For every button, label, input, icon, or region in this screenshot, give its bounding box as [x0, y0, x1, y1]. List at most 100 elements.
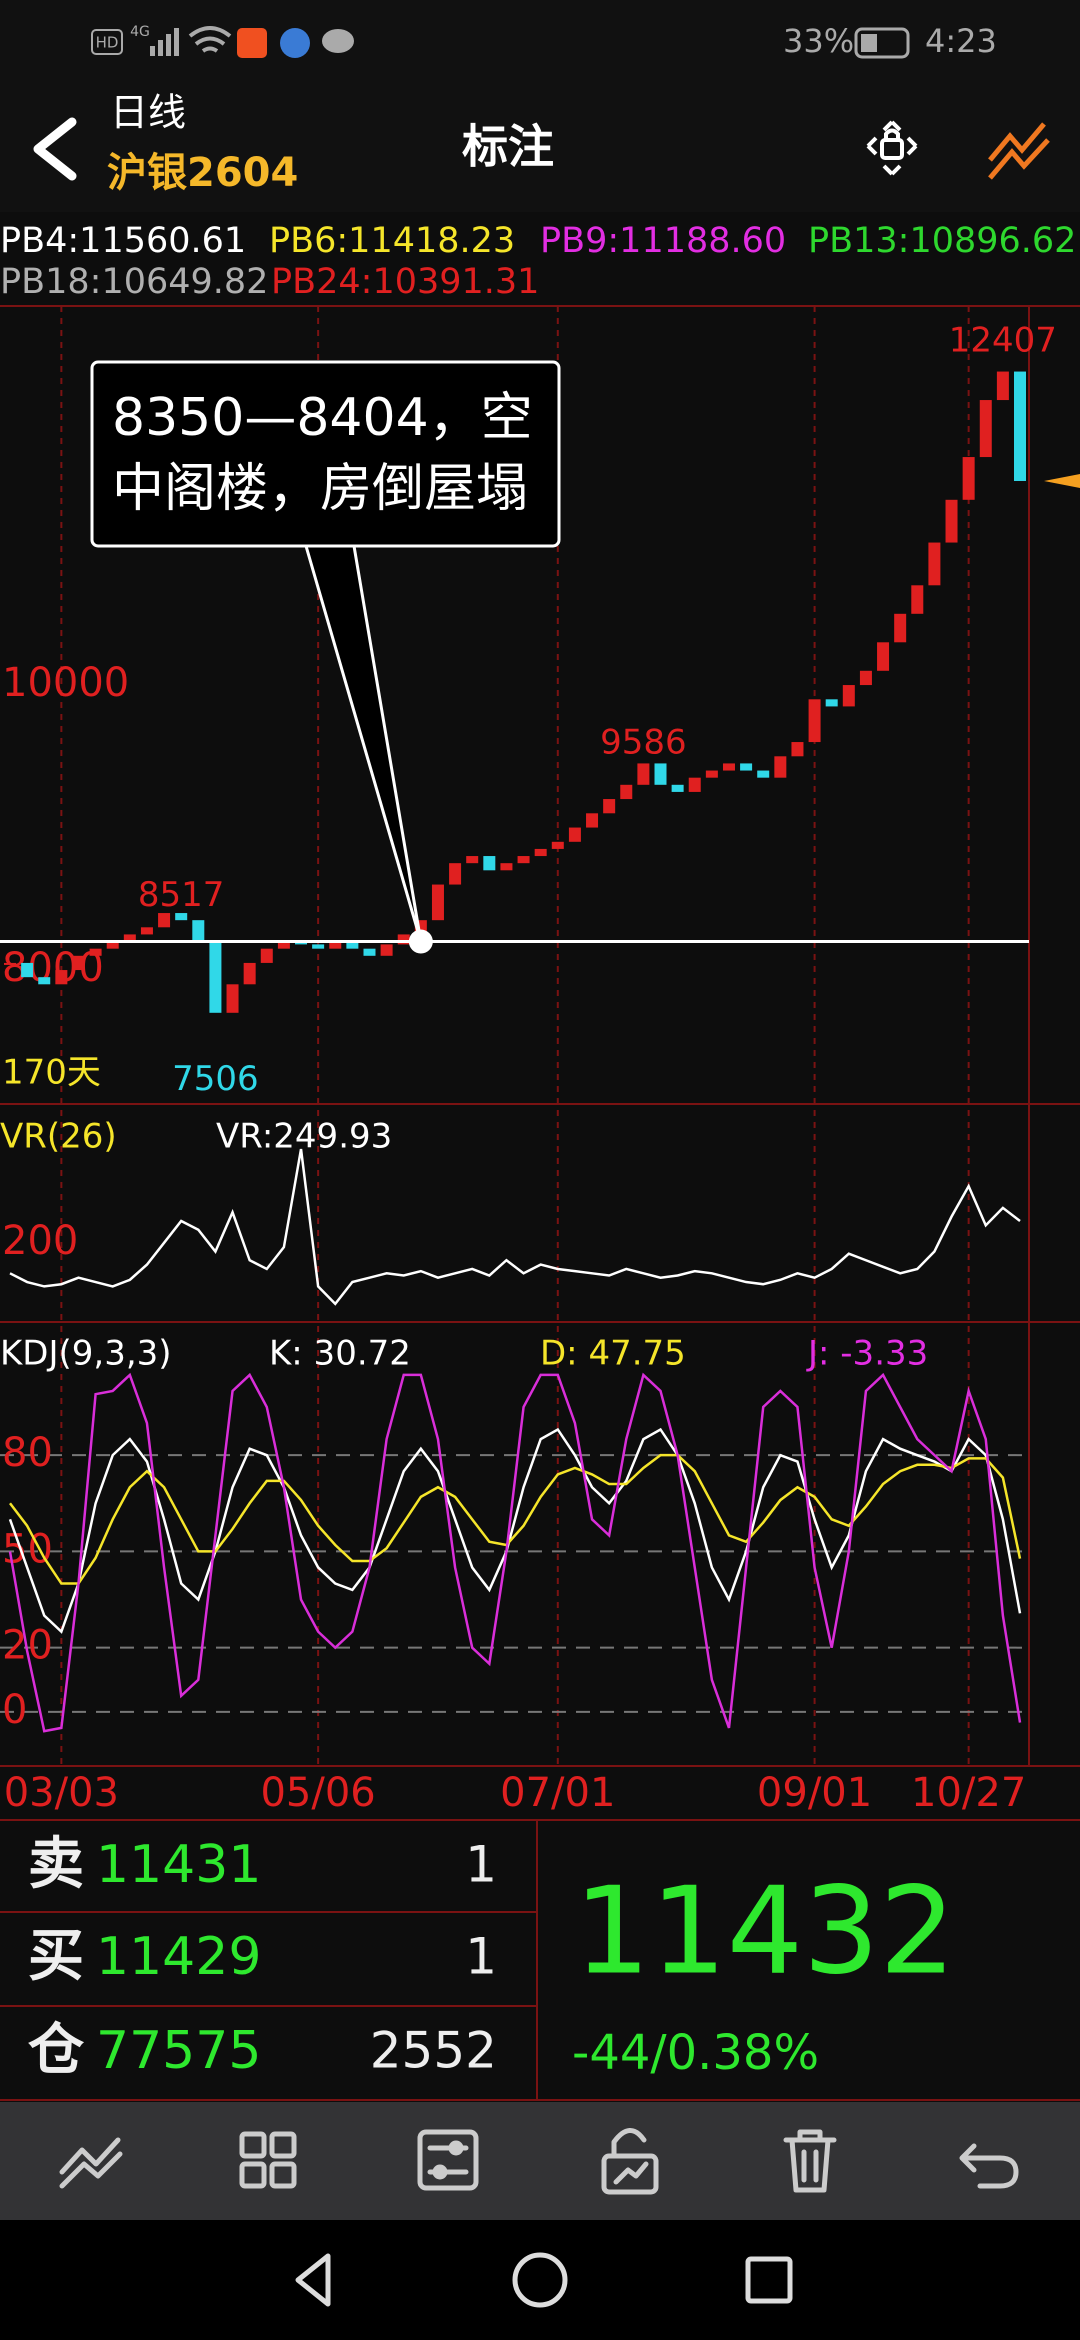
nav-recent[interactable] [745, 2256, 793, 2304]
quote-panel [0, 1818, 1080, 2102]
legend-entry: PB4:11560.61 [0, 221, 246, 261]
undo-tool[interactable] [959, 2143, 1019, 2189]
price-change: -44/0.38% [572, 2025, 819, 2081]
quote-borders [0, 1819, 1080, 2101]
x-tick-label: 03/03 [4, 1770, 119, 1816]
candle [431, 884, 444, 921]
chat-icon [322, 29, 354, 53]
candle [757, 770, 770, 778]
draw-tool-button[interactable] [866, 120, 918, 176]
candle [620, 784, 633, 800]
quote-qty: 1 [465, 1928, 497, 1986]
quote-label: 买 [28, 1924, 84, 1989]
back-button[interactable] [33, 117, 77, 181]
y-tick-label: 10000 [2, 660, 129, 706]
net-text: 4G [130, 24, 150, 40]
wifi-icon [188, 26, 232, 53]
x-tick-label: 07/01 [500, 1770, 615, 1816]
candle [209, 941, 222, 1013]
x-tick-label: 05/06 [260, 1770, 375, 1816]
candle [962, 457, 975, 500]
quote-label: 仓 [28, 2018, 85, 2083]
candle [363, 948, 376, 956]
callout-text: 中阁楼，房倒屋塌 [112, 459, 528, 519]
app-icon [280, 28, 310, 58]
candle [329, 941, 342, 949]
kdj-d: D: 47.75 [540, 1334, 686, 1374]
candle [654, 763, 667, 785]
candle [705, 770, 718, 778]
callout-box [90, 360, 561, 548]
candle [55, 970, 68, 985]
settings-tool[interactable] [417, 2129, 479, 2191]
callout-anchor [408, 929, 433, 954]
candle [106, 941, 119, 949]
quote-price: 11429 [96, 1927, 261, 1987]
unlock-tool[interactable] [601, 2128, 659, 2195]
candle [192, 920, 205, 942]
line-tool-button[interactable] [988, 122, 1050, 180]
candle [791, 742, 804, 757]
candle [928, 542, 941, 586]
candle [774, 756, 787, 778]
indicator-line [9, 1148, 1021, 1306]
layout-tool[interactable] [239, 2131, 297, 2189]
candle [996, 371, 1009, 401]
x-tick-label: 09/01 [757, 1770, 872, 1816]
symbol: 沪银2604 [107, 150, 298, 196]
candle [260, 948, 273, 963]
candle [671, 784, 684, 792]
candle [637, 763, 650, 785]
delete-tool[interactable] [783, 2129, 837, 2193]
vr-value: VR:249.93 [216, 1117, 392, 1157]
last-price: 11432 [574, 1863, 956, 2002]
panel-borders [0, 305, 1080, 1767]
period: 日线 [110, 91, 186, 135]
candle [568, 827, 581, 842]
candle [517, 856, 530, 864]
hd-icon [91, 29, 123, 55]
candle [140, 927, 153, 935]
nav-back[interactable] [295, 2253, 331, 2307]
candle [346, 941, 359, 949]
quote-rows: 卖 11431 1 买 11429 1 仓 77575 2552 [28, 1832, 497, 2083]
legend-entry: PB18:10649.82 [0, 262, 268, 302]
candle [380, 944, 393, 956]
hd-text: HD [96, 34, 119, 52]
y-tick-label: 200 [2, 1218, 78, 1264]
candle [277, 941, 290, 949]
candle [877, 642, 890, 671]
page-title: 标注 [462, 120, 554, 174]
kdj-k: K: 30.72 [269, 1334, 411, 1374]
y-tick-label: 0 [2, 1687, 27, 1733]
x-tick-label: 10/27 [911, 1770, 1026, 1816]
candle [158, 913, 171, 928]
candle [123, 934, 136, 942]
legend-entry: PB6:11418.23 [269, 221, 515, 261]
candle [312, 944, 325, 949]
candle [740, 763, 753, 771]
battery-level [861, 34, 877, 52]
candle [859, 670, 872, 686]
legend-entry: PB24:10391.31 [271, 262, 539, 302]
candle [945, 499, 958, 543]
candle [449, 863, 462, 885]
candle [466, 856, 479, 864]
candle [825, 699, 838, 707]
nav-home[interactable] [512, 2252, 568, 2308]
candle [175, 913, 188, 921]
period-label: 170天 [2, 1053, 101, 1093]
battery-text: 33% [783, 22, 854, 60]
kdj-j: J: -3.33 [806, 1334, 928, 1374]
candle [551, 841, 564, 849]
toolbar [0, 2102, 1080, 2220]
legend-entry: PB9:11188.60 [540, 221, 786, 261]
quote-price: 77575 [96, 2021, 261, 2081]
extreme-label: 7506 [172, 1059, 259, 1099]
candle [894, 613, 907, 643]
indicator-line [8, 1372, 1022, 1733]
quote-price: 11431 [96, 1835, 261, 1895]
draw-line-tool[interactable] [59, 2137, 123, 2189]
